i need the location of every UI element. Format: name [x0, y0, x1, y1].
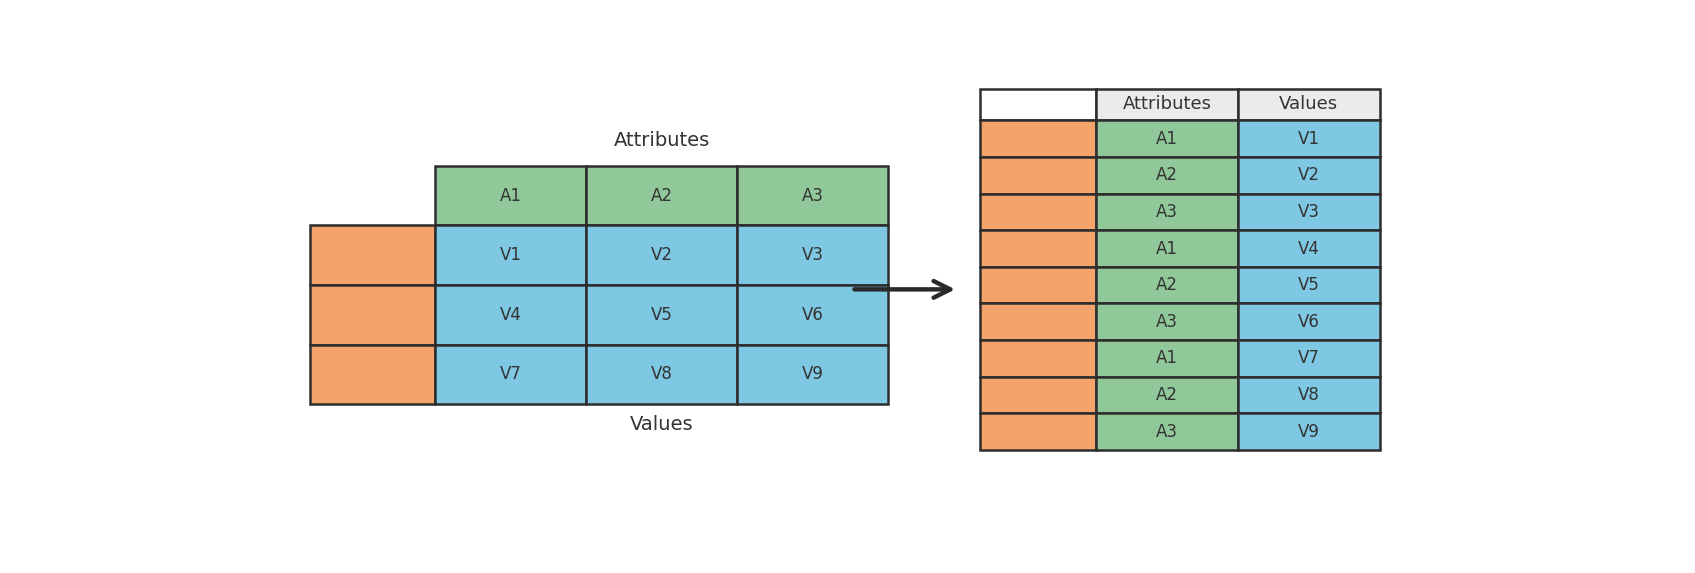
Bar	[1237, 267, 1380, 304]
Bar	[737, 344, 888, 404]
Text: V5: V5	[1298, 276, 1320, 294]
Text: A2: A2	[651, 187, 673, 205]
Bar	[1097, 376, 1237, 413]
Bar	[980, 194, 1097, 230]
Text: V9: V9	[802, 366, 824, 383]
Bar	[1237, 304, 1380, 340]
Bar	[980, 340, 1097, 376]
Bar	[980, 304, 1097, 340]
Text: A1: A1	[1156, 240, 1178, 257]
Text: A1: A1	[500, 187, 522, 205]
Text: A1: A1	[1156, 129, 1178, 148]
Bar	[1237, 340, 1380, 376]
Bar	[980, 230, 1097, 267]
Bar	[436, 166, 586, 225]
Text: V1: V1	[500, 246, 522, 264]
Text: V2: V2	[1298, 166, 1320, 185]
Text: V7: V7	[500, 366, 522, 383]
Text: V3: V3	[802, 246, 824, 264]
Text: V8: V8	[651, 366, 673, 383]
Bar	[980, 120, 1097, 157]
Bar	[980, 267, 1097, 304]
Text: A2: A2	[1156, 386, 1178, 404]
Text: V1: V1	[1298, 129, 1320, 148]
Text: V8: V8	[1298, 386, 1320, 404]
Bar	[1097, 413, 1237, 450]
Text: Attributes: Attributes	[1122, 96, 1212, 113]
Bar	[980, 376, 1097, 413]
Bar	[586, 344, 737, 404]
Text: V3: V3	[1298, 203, 1320, 221]
Bar	[1097, 157, 1237, 194]
Bar	[310, 225, 436, 285]
Text: V7: V7	[1298, 350, 1320, 367]
Bar	[586, 285, 737, 344]
Bar	[436, 225, 586, 285]
Bar	[1237, 120, 1380, 157]
Text: Attributes: Attributes	[614, 131, 710, 150]
Bar	[1237, 413, 1380, 450]
Text: A3: A3	[1156, 423, 1178, 441]
Text: V5: V5	[651, 306, 673, 324]
Bar	[1237, 89, 1380, 120]
Text: A2: A2	[1156, 166, 1178, 185]
Text: V9: V9	[1298, 423, 1320, 441]
Bar	[1097, 267, 1237, 304]
Bar	[980, 89, 1097, 120]
Bar	[1097, 194, 1237, 230]
Bar	[586, 225, 737, 285]
Text: A3: A3	[802, 187, 824, 205]
Bar	[310, 344, 436, 404]
Bar	[1237, 230, 1380, 267]
Text: A2: A2	[1156, 276, 1178, 294]
Bar	[980, 413, 1097, 450]
Bar	[980, 157, 1097, 194]
Bar	[737, 285, 888, 344]
Text: V6: V6	[1298, 313, 1320, 331]
Bar	[1237, 194, 1380, 230]
Bar	[737, 225, 888, 285]
Text: Values: Values	[631, 415, 693, 434]
Bar	[586, 166, 737, 225]
Bar	[737, 166, 888, 225]
Text: A3: A3	[1156, 203, 1178, 221]
Bar	[1097, 89, 1237, 120]
Bar	[1097, 340, 1237, 376]
Bar	[310, 285, 436, 344]
Text: A3: A3	[1156, 313, 1178, 331]
Bar	[1097, 304, 1237, 340]
Bar	[1237, 157, 1380, 194]
Bar	[1097, 230, 1237, 267]
Text: V4: V4	[500, 306, 522, 324]
Text: V4: V4	[1298, 240, 1320, 257]
Bar	[436, 285, 586, 344]
Bar	[1237, 376, 1380, 413]
Text: A1: A1	[1156, 350, 1178, 367]
Bar	[1097, 120, 1237, 157]
Text: V6: V6	[802, 306, 824, 324]
Text: V2: V2	[651, 246, 673, 264]
Text: Values: Values	[1280, 96, 1339, 113]
Bar	[436, 344, 586, 404]
